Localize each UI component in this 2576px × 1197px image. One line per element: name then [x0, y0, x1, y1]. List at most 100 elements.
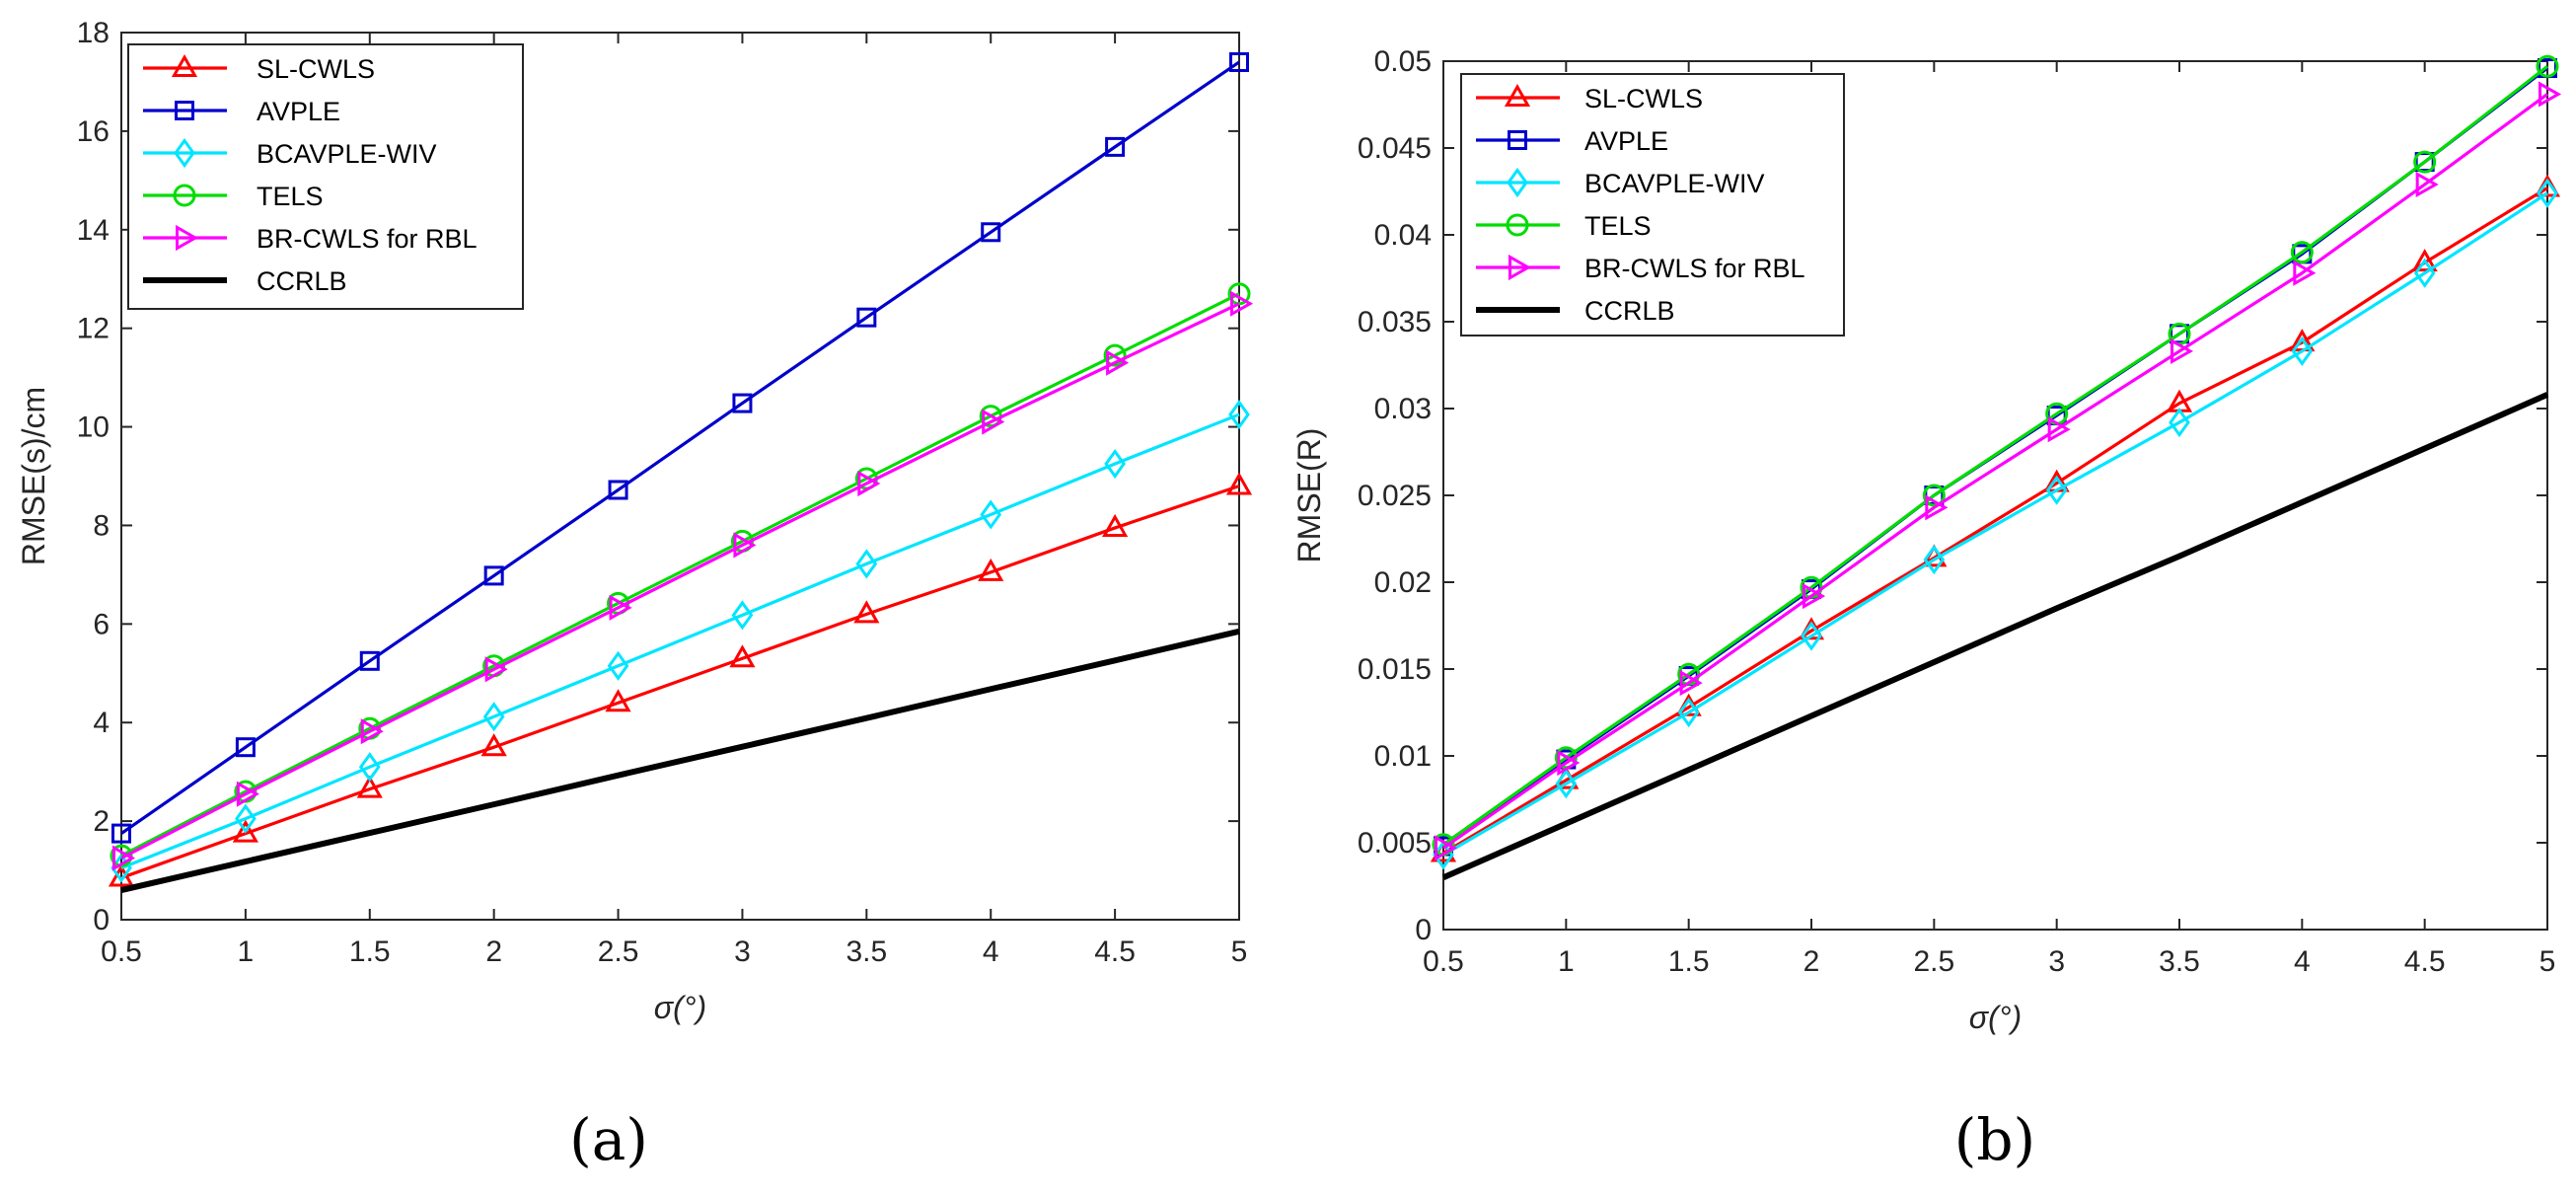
series-1-point [1229, 51, 1249, 72]
y-tick-label: 0.01 [1374, 740, 1432, 773]
series-2-point [980, 499, 1002, 530]
y-tick-label: 0.025 [1358, 480, 1432, 512]
x-tick-label: 3.5 [2159, 945, 2200, 978]
series-2-point [1555, 769, 1578, 799]
y-tick-label: 0.02 [1374, 566, 1432, 599]
series-4-point [1803, 583, 1826, 610]
series-2-point [1677, 697, 1700, 728]
y-tick-label: 4 [93, 707, 110, 739]
series-4-point [2293, 260, 2317, 286]
x-tick-label: 4 [983, 935, 999, 968]
x-tick-label: 5 [2539, 945, 2556, 978]
series-0-point [605, 689, 631, 712]
legend: SL-CWLS AVPLE BCAVPLE-WIV TELS BR-CWLS for R… [127, 43, 524, 310]
series-1-point [981, 222, 1001, 243]
series-4-point [857, 470, 881, 497]
x-tick-label: 1 [238, 935, 255, 968]
series-3-point [1922, 484, 1946, 507]
legend-box [1460, 73, 1845, 337]
series-line-3 [120, 292, 1240, 858]
series-0-point [2411, 249, 2438, 272]
y-tick-label: 0.045 [1358, 132, 1432, 165]
series-4-point [1435, 835, 1458, 861]
series-0-point [853, 600, 880, 624]
series-1-point [856, 307, 877, 328]
series-3-point [2413, 150, 2437, 174]
series-0-point [356, 775, 383, 798]
series-4-point [609, 594, 632, 621]
legend-marker [1506, 213, 1529, 237]
series-3-point [2290, 241, 2314, 264]
legend: SL-CWLS AVPLE BCAVPLE-WIV TELS BR-CWLS for R… [1460, 73, 1845, 337]
series-4-point [2415, 171, 2439, 198]
series-line-2 [120, 412, 1240, 870]
y-tick-label: 0.015 [1358, 653, 1432, 686]
legend-marker [174, 137, 195, 169]
y-tick-label: 0.03 [1374, 393, 1432, 425]
legend-marker [173, 184, 196, 207]
y-tick-label: 0 [1415, 914, 1432, 946]
legend-label: BCAVPLE-WIV [257, 139, 437, 169]
x-tick-label: 5 [1231, 935, 1248, 968]
series-line-5 [1441, 392, 2549, 880]
legend-marker [1508, 130, 1527, 150]
series-line-1 [120, 60, 1240, 835]
series-line-4 [1442, 93, 2548, 850]
series-2-point [607, 650, 629, 681]
legend-label: AVPLE [1584, 126, 1668, 156]
series-4-point [2171, 337, 2194, 364]
series-2-point [2413, 258, 2436, 288]
series-2-point [235, 803, 257, 834]
series-0-point [1225, 472, 1253, 495]
x-tick-label: 3.5 [846, 935, 887, 968]
series-1-point [235, 737, 256, 758]
x-tick-label: 3 [2048, 945, 2065, 978]
y-tick-label: 6 [93, 608, 110, 640]
legend-marker [1509, 254, 1532, 281]
y-tick-label: 0 [93, 904, 110, 936]
series-2-point [2291, 336, 2314, 366]
x-tick-label: 2 [485, 935, 502, 968]
legend-marker [175, 101, 194, 120]
series-2-point [1923, 545, 1946, 575]
legend-label: CCRLB [257, 266, 347, 296]
x-tick-label: 3 [734, 935, 751, 968]
series-1-point [111, 823, 131, 844]
y-tick-label: 10 [77, 411, 110, 444]
legend-label: BR-CWLS for RBL [1584, 254, 1805, 283]
series-3-point [2536, 54, 2559, 78]
y-tick-label: 0.05 [1374, 45, 1432, 78]
series-line-0 [120, 484, 1240, 880]
series-1-point [732, 393, 753, 413]
series-4-point [360, 718, 384, 745]
series-2-point [1104, 448, 1126, 480]
series-0-point [978, 558, 1004, 581]
y-tick-label: 0.035 [1358, 306, 1432, 338]
series-2-point [2045, 475, 2068, 505]
y-tick-label: 18 [77, 17, 110, 49]
x-tick-label: 1 [1558, 945, 1575, 978]
series-2-point [2537, 178, 2558, 208]
series-2-point [1228, 400, 1250, 430]
legend-label: TELS [1584, 211, 1652, 241]
legend-label: SL-CWLS [257, 54, 375, 84]
y-axis-label: RMSE(s)/cm [16, 387, 51, 565]
series-1-point [608, 480, 628, 500]
series-0-point [108, 863, 135, 887]
series-4-point [1679, 670, 1703, 697]
series-1-point [359, 650, 380, 671]
y-axis-label: RMSE(R) [1291, 428, 1327, 563]
series-4-point [1557, 749, 1581, 777]
x-tick-label: 2.5 [598, 935, 639, 968]
legend-marker [176, 224, 199, 252]
x-tick-label: 4.5 [2404, 945, 2446, 978]
series-line-2 [1442, 191, 2548, 857]
x-tick-label: 1.5 [349, 935, 391, 968]
series-2-point [731, 600, 754, 631]
series-4-point [2047, 416, 2071, 443]
series-4-point [112, 845, 136, 871]
legend-marker [1507, 167, 1528, 198]
x-tick-label: 4.5 [1094, 935, 1136, 968]
series-4-point [982, 409, 1005, 435]
